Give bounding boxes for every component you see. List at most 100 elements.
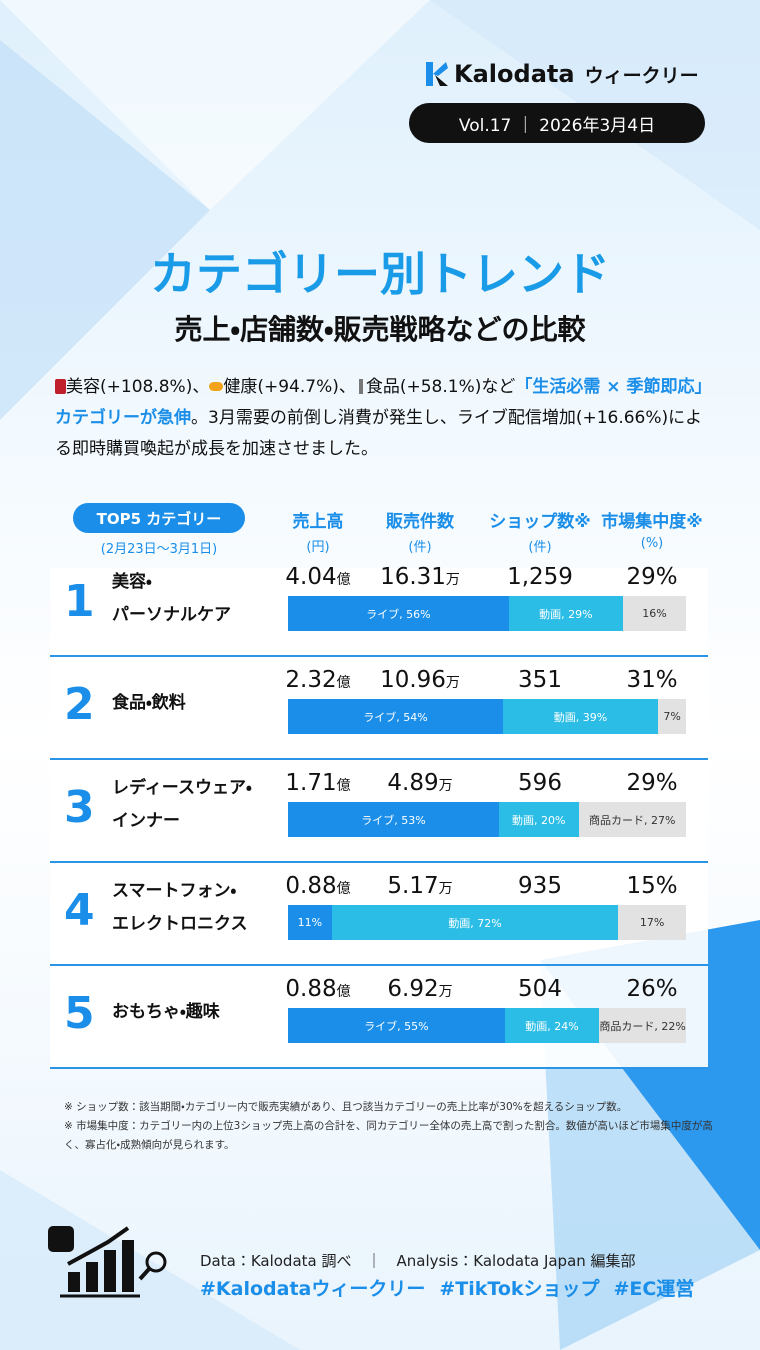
metric-unit: 万: [445, 572, 460, 588]
metric-unit: 億: [336, 572, 351, 588]
metric-unit: 万: [438, 881, 453, 897]
metric: 6.92万: [360, 976, 480, 1002]
mix-segment: ライブ, 54%: [288, 699, 503, 734]
icon: [358, 379, 363, 394]
metric: 29%: [592, 770, 712, 796]
issue: Vol.17 ｜ 2026年3月4日: [409, 103, 705, 143]
metric-value: 15%: [626, 873, 678, 899]
intro-highlight: 「生活必需 × 季節即応」カテゴリーが急伸: [55, 377, 703, 428]
mix-bar: ライブ, 54% 動画, 39% 7%: [288, 699, 686, 734]
metric-value: 29%: [626, 564, 678, 590]
metric: 29%: [592, 564, 712, 590]
metric-value: 26%: [626, 976, 678, 1002]
rank: 1: [64, 576, 95, 627]
brand: Kalodata ウィークリー: [426, 60, 699, 88]
rank: 5: [64, 988, 95, 1039]
intro-text: 食品(+58.1%)など: [365, 377, 516, 397]
metric-value: 29%: [626, 770, 678, 796]
mix-segment: 動画, 24%: [504, 1008, 600, 1043]
table-row: 1 美容・ パーソナルケア 4.04億 16.31万 1,259 29% ライブ, 56% 動画…: [50, 564, 708, 657]
category-name-line: おもちゃ・趣味: [112, 1002, 220, 1022]
category-name: レディースウェア・ インナー: [112, 772, 252, 838]
hashtag: #TikTokショップ: [439, 1278, 600, 1300]
category-name-line: 美容・: [112, 572, 152, 592]
category-name-line: パーソナルケア: [112, 605, 231, 625]
metric-unit: 万: [438, 984, 453, 1000]
metric: 15%: [592, 873, 712, 899]
icon: [55, 379, 66, 394]
footer-source: Data：Kalodata 調べ ｜ Analysis：Kalodata Jap…: [200, 1252, 636, 1270]
mix-segment: 17%: [618, 905, 686, 940]
column-unit: (円): [306, 540, 330, 555]
mix-segment: 商品カード, 22%: [599, 1008, 686, 1043]
category-name: 美容・パーソナルケア: [112, 566, 231, 632]
metric-value: 4.04: [285, 564, 337, 590]
metric-unit: 万: [445, 675, 460, 691]
metric: 16.31万: [360, 564, 480, 590]
metric-value: 16.31: [380, 564, 446, 590]
metric: 5.17万: [360, 873, 480, 899]
metric-value: 935: [518, 873, 562, 899]
metric-value: 6.92: [387, 976, 439, 1002]
intro-text: 美容(+108.8%)、: [66, 377, 210, 397]
table-row: 3 レディースウェア・ インナー 1.71億 4.89万 596 29% ライブ, 53% 動画…: [50, 760, 708, 863]
category-name-line: インナー: [112, 811, 180, 831]
metric-value: 0.88: [285, 873, 337, 899]
rank: 4: [64, 885, 95, 936]
mix-segment: ライブ, 56%: [288, 596, 509, 631]
category-name-line: エレクトロニクス: [112, 914, 248, 934]
metric-value: 4.89: [387, 770, 439, 796]
metric: 1.71億: [258, 770, 378, 796]
rank: 2: [64, 679, 95, 730]
metric-unit: 万: [438, 778, 453, 794]
rank: 3: [64, 782, 95, 833]
metric-value: 596: [518, 770, 562, 796]
metric: 1,259: [480, 564, 600, 590]
mix-segment: ライブ, 55%: [288, 1008, 505, 1043]
mix-segment: 動画, 29%: [508, 596, 623, 631]
table-row: 5 おもちゃ・趣味 0.88億 6.92万 504 26% ライブ, 55% 動画, 24% 商…: [50, 966, 708, 1069]
column-unit: (%): [640, 536, 664, 551]
metric: 2.32億: [258, 667, 378, 693]
metric-value: 31%: [626, 667, 678, 693]
category-name: 食品・飲料: [112, 687, 186, 720]
mix-segment: 動画, 20%: [498, 802, 579, 837]
hashtag: #EC運営: [613, 1278, 695, 1300]
footnote: ※ ショップ数：該当期間・カテゴリー内で販売実績があり、且つ該当カテゴリーの売上…: [64, 1101, 628, 1113]
metric: 10.96万: [360, 667, 480, 693]
category-name-line: レディースウェア・: [112, 778, 252, 798]
table-row: 2 食品・飲料 2.32億 10.96万 351 31% ライブ, 54% 動画, 39% 7%: [50, 657, 708, 760]
metric-value: 0.88: [285, 976, 337, 1002]
metric-value: 1,259: [507, 564, 573, 590]
metric: 0.88億: [258, 976, 378, 1002]
table-period: (2月23日〜3月1日): [100, 542, 218, 557]
mix-segment: 16%: [622, 596, 686, 631]
mix-segment: ライブ, 53%: [288, 802, 499, 837]
mix-bar: 11% 動画, 72% 17%: [288, 905, 686, 940]
hashtags: #Kalodataウィークリー #TikTokショップ #EC運営: [200, 1274, 694, 1301]
footer-icon: [48, 1226, 167, 1298]
column-header: 販売件数: [386, 512, 454, 532]
category-name: スマートフォン・ エレクトロニクス: [112, 875, 248, 941]
column-header: 市場集中度※: [601, 512, 703, 532]
metric: 4.04億: [258, 564, 378, 590]
metric: 351: [480, 667, 600, 693]
metric-value: 351: [518, 667, 562, 693]
metric-unit: 億: [336, 881, 351, 897]
column-unit: (件): [408, 540, 432, 555]
column-header: 売上高: [292, 512, 344, 532]
logo: [426, 62, 448, 86]
mix-bar: ライブ, 56% 動画, 29% 16%: [288, 596, 686, 631]
table-label: TOP5 カテゴリー: [73, 503, 245, 533]
footnotes: ※ ショップ数：該当期間・カテゴリー内で販売実績があり、且つ該当カテゴリーの売上…: [64, 1098, 714, 1155]
metric-value: 2.32: [285, 667, 337, 693]
metric-value: 1.71: [285, 770, 337, 796]
icon: [209, 382, 224, 391]
metric-value: 10.96: [380, 667, 446, 693]
column-header: ショップ数※: [489, 512, 591, 532]
metric-unit: 億: [336, 778, 351, 794]
hashtag: #Kalodataウィークリー: [200, 1278, 426, 1300]
intro-text: 。3月需要の前倒し消費が発生し、ライブ配信増加(+16.66%)による即時購買喚…: [55, 408, 703, 459]
mix-segment: 動画, 72%: [331, 905, 619, 940]
